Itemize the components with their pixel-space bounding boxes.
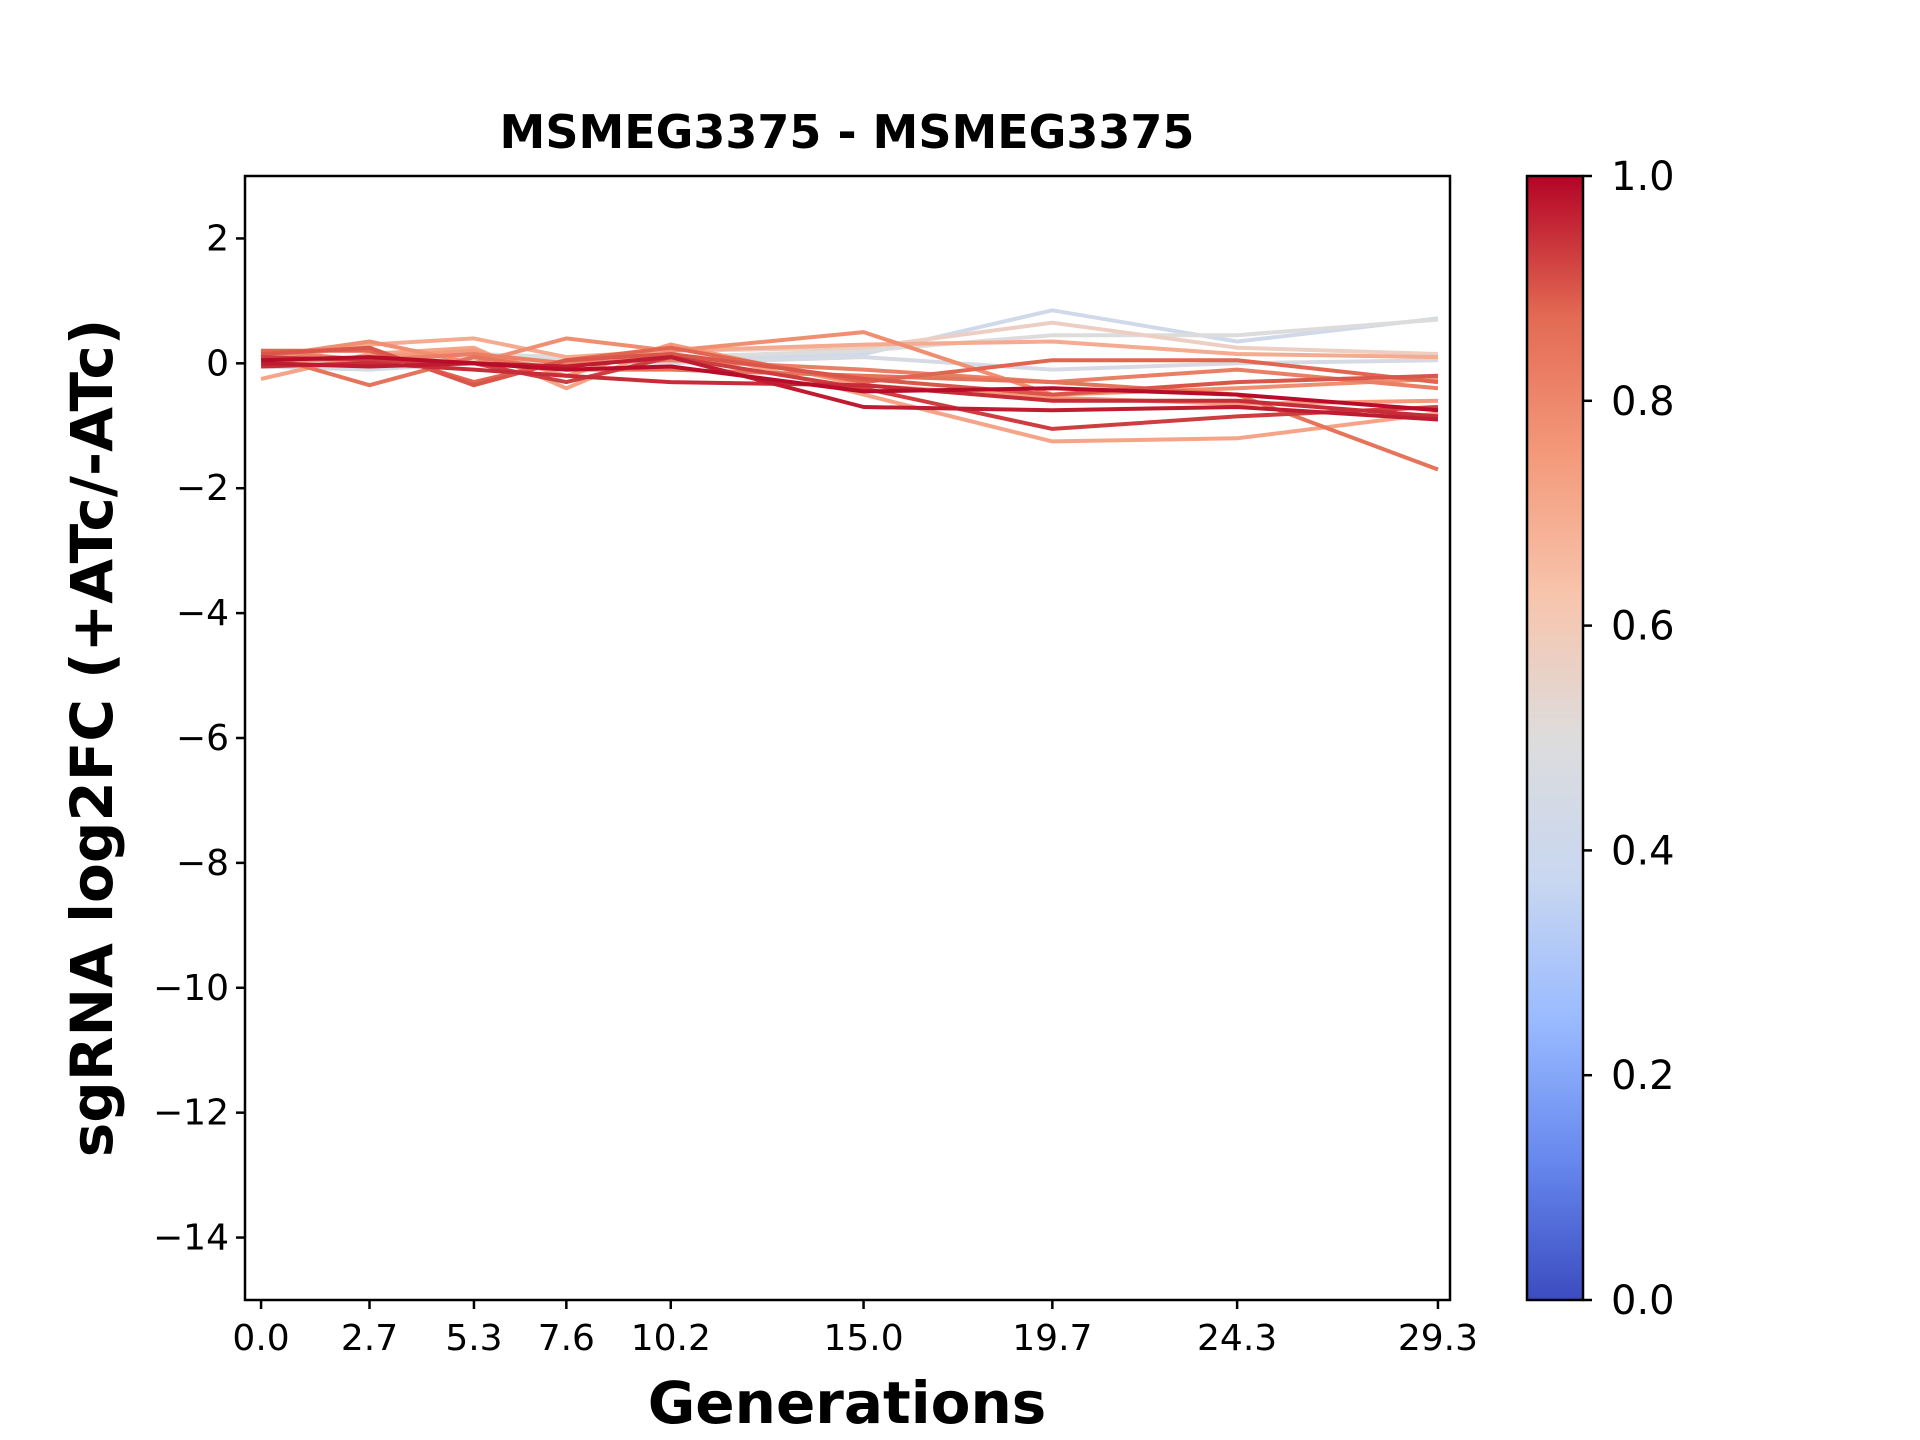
x-tick-label: 2.7	[341, 1318, 398, 1359]
x-tick-label: 29.3	[1398, 1318, 1478, 1359]
x-axis: 0.0 2.7 5.3 7.6 10.2 15.0 19.7 24.3 29.3	[232, 1300, 1478, 1359]
series-lines	[260, 308, 1439, 472]
colorbar	[1525, 174, 1585, 1302]
colorbar-tick-label: 0.4	[1611, 828, 1675, 874]
series-line-16	[261, 355, 1439, 413]
y-tick-label: −10	[153, 968, 229, 1009]
y-tick-label: −2	[176, 468, 229, 509]
x-tick-label: 7.6	[538, 1318, 595, 1359]
x-tick-label: 19.7	[1012, 1318, 1092, 1359]
x-tick-label: 24.3	[1197, 1318, 1277, 1359]
colorbar-tick-label: 0.6	[1611, 604, 1675, 650]
series-line-4	[261, 355, 1439, 372]
x-tick-label: 5.3	[445, 1318, 502, 1359]
y-tick-label: −8	[176, 843, 229, 884]
colorbar-tick-label: 1.0	[1611, 154, 1675, 200]
y-tick-label: −4	[176, 593, 229, 634]
colorbar-tick-label: 0.2	[1611, 1053, 1675, 1099]
y-tick-label: −14	[153, 1218, 229, 1259]
chart-title: MSMEG3375 - MSMEG3375	[500, 105, 1195, 159]
y-tick-label: −12	[153, 1093, 229, 1134]
x-tick-label: 10.2	[631, 1318, 711, 1359]
y-axis: 2 0 −2 −4 −6 −8 −10 −12 −14	[153, 218, 245, 1259]
x-tick-label: 0.0	[232, 1318, 289, 1359]
colorbar-tick-label: 0.0	[1611, 1278, 1675, 1324]
x-axis-label: Generations	[648, 1369, 1047, 1437]
y-tick-label: 0	[206, 343, 229, 384]
y-axis-label: sgRNA log2FC (+ATc/-ATc)	[58, 319, 126, 1157]
x-tick-label: 15.0	[823, 1318, 903, 1359]
colorbar-axis: 0.0 0.2 0.4 0.6 0.8 1.0	[1583, 154, 1675, 1324]
y-tick-label: 2	[206, 218, 229, 259]
colorbar-tick-label: 0.8	[1611, 379, 1675, 425]
series-line-12	[261, 355, 1439, 422]
y-tick-label: −6	[176, 718, 229, 759]
series-line-8	[260, 352, 1439, 472]
